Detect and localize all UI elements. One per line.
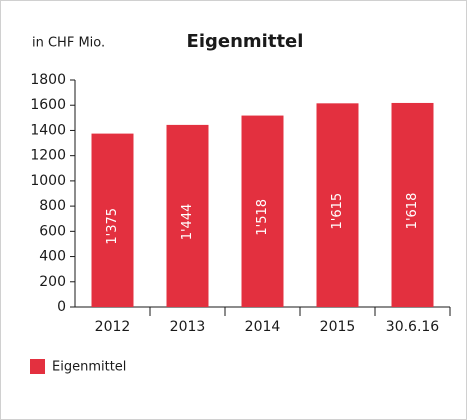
y-tick-label: 1200 — [30, 148, 66, 164]
bar — [91, 133, 134, 307]
bar — [316, 103, 359, 307]
y-tick-label: 600 — [39, 223, 66, 239]
x-tick-label: 2012 — [95, 319, 131, 335]
y-tick-label: 800 — [39, 198, 66, 214]
chart-title: Eigenmittel — [187, 31, 304, 52]
y-tick-label: 200 — [39, 274, 66, 290]
x-tick-label: 2015 — [320, 319, 356, 335]
y-tick-label: 1000 — [30, 173, 66, 189]
y-tick-label: 1600 — [30, 97, 66, 113]
value-label: 1'375 — [105, 208, 120, 245]
value-label: 1'518 — [255, 199, 270, 236]
value-label: 1'618 — [405, 193, 420, 230]
bar — [166, 124, 209, 307]
x-tick-label: 30.6.16 — [386, 319, 440, 335]
y-tick-label: 400 — [39, 249, 66, 265]
x-tick-label: 2014 — [245, 319, 281, 335]
value-label: 1'444 — [180, 204, 195, 241]
y-tick-label: 1400 — [30, 122, 66, 138]
y-tick-label: 1800 — [30, 72, 66, 88]
value-label: 1'615 — [330, 193, 345, 230]
bar — [241, 115, 284, 308]
y-axis-label: in CHF Mio. — [32, 36, 105, 51]
x-tick-label: 2013 — [170, 319, 206, 335]
bar — [391, 102, 434, 307]
legend-swatch — [30, 359, 45, 374]
y-tick-label: 0 — [57, 299, 66, 315]
legend-label: Eigenmittel — [52, 360, 126, 375]
